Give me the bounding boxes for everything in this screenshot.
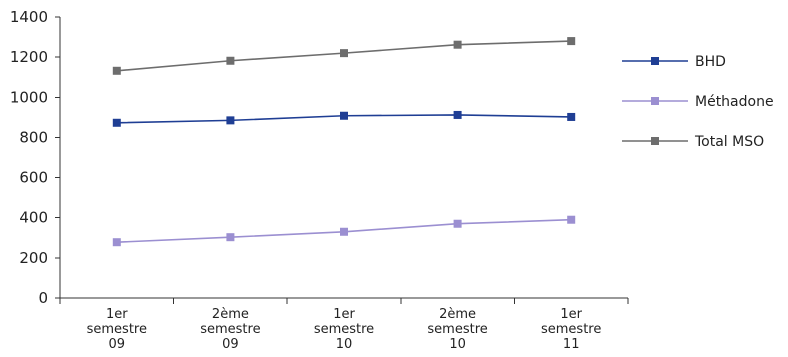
y-tick-label: 200 [19,249,48,267]
x-tick-label-line: semestre [427,322,487,337]
data-point [453,110,462,119]
x-tick-label: 2ème semestre 09 [200,307,260,352]
x-tick-label-line: 10 [449,337,466,352]
x-tick-label-line: 1er [333,307,355,322]
data-point [567,37,576,46]
y-axis: 0 200 400 600 800 1000 1200 1400 [10,8,61,307]
x-tick-label-line: 1er [560,307,582,322]
legend-marker [651,57,659,65]
data-point [453,40,462,49]
data-point [226,56,235,65]
data-point [112,66,121,75]
x-tick-label-line: 09 [109,337,126,352]
y-tick-label: 1400 [10,8,48,26]
data-point [340,227,348,236]
x-tick-label-line: semestre [87,322,147,337]
x-tick-label-line: 10 [336,337,353,352]
data-point [112,238,121,247]
x-tick-label: 1er semestre 09 [87,307,147,352]
series-lines [112,37,576,247]
y-tick-label: 800 [19,128,48,146]
x-tick-label-line: semestre [314,322,374,337]
x-tick-label-line: 2ème [439,307,476,322]
data-point [226,233,235,242]
x-tick-label-line: 11 [563,337,580,352]
legend-label: Méthadone [695,94,774,110]
data-point [340,111,348,120]
x-tick-label-line: 1er [106,307,128,322]
data-point [226,116,235,125]
legend-marker [651,137,659,145]
x-tick-label: 1er semestre 11 [541,307,601,352]
y-tick-label: 0 [38,289,48,307]
data-point [567,112,576,121]
y-tick-label: 1200 [10,48,48,66]
x-tick-label-line: semestre [200,322,260,337]
x-tick-label-line: semestre [541,322,601,337]
x-tick-label: 1er semestre 10 [314,307,374,352]
data-point [112,118,121,127]
x-tick-label-line: 09 [222,337,239,352]
data-point [567,215,576,224]
legend-label: BHD [695,54,726,70]
legend: BHD Méthadone Total MSO [622,54,774,150]
legend-label: Total MSO [694,134,764,150]
data-point [340,49,348,58]
legend-marker [651,97,659,105]
x-tick-label-line: 2ème [212,307,249,322]
y-tick-label: 400 [19,209,48,227]
data-point [453,219,462,228]
x-tick-label: 2ème semestre 10 [427,307,487,352]
y-tick-label: 600 [19,169,48,187]
y-tick-label: 1000 [10,88,48,106]
